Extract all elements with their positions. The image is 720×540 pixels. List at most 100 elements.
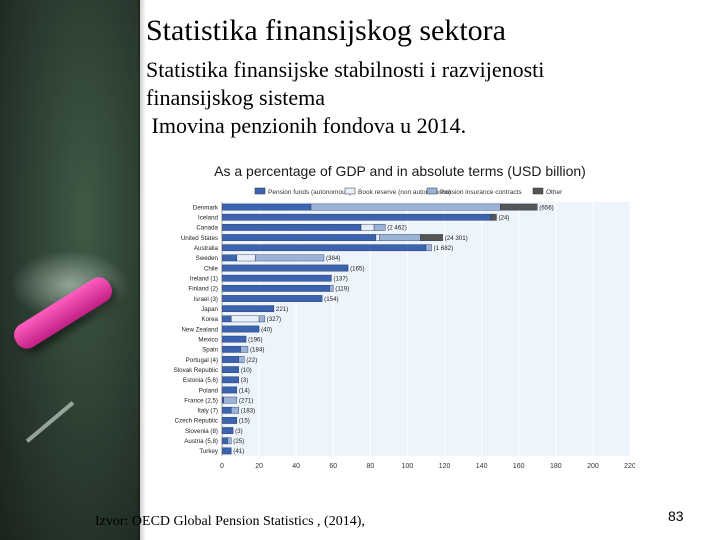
category-label-18: Poland	[199, 387, 219, 394]
x-tick-label-140: 140	[476, 463, 488, 470]
bar-23-series-0	[221, 437, 228, 445]
category-label-6: Chile	[204, 265, 219, 272]
bar-value-label-3: (24 301)	[445, 235, 468, 242]
bar-17-series-0	[221, 376, 239, 384]
bar-2-series-1	[360, 224, 375, 231]
bar-value-label-2: (2 462)	[387, 225, 407, 232]
bar-13-series-0	[221, 335, 247, 343]
bar-15-series-0	[221, 356, 239, 363]
x-tick-label-80: 80	[366, 463, 374, 470]
bar-value-label-15: (22)	[246, 357, 257, 364]
category-label-0: Denmark	[193, 204, 219, 211]
bar-4-series-0	[221, 244, 427, 252]
bar-value-label-20: (183)	[241, 408, 255, 415]
bar-value-label-8: (119)	[335, 286, 349, 293]
bar-10-series-0	[221, 305, 275, 313]
bar-value-label-1: (24)	[498, 215, 509, 222]
x-tick-label-220: 220	[624, 463, 635, 470]
category-label-8: Finland (2)	[188, 286, 218, 293]
bar-value-label-24: (41)	[233, 448, 244, 455]
category-label-7: Ireland (1)	[190, 276, 218, 283]
bar-value-label-19: (271)	[239, 397, 253, 404]
category-label-1: Iceland	[198, 215, 219, 222]
bar-0-series-2	[310, 203, 501, 211]
bar-12-series-0	[221, 325, 260, 333]
bar-11-series-0	[221, 315, 232, 323]
bar-value-label-22: (3)	[235, 428, 243, 435]
category-label-4: Australia	[194, 245, 219, 252]
bar-15-series-2	[238, 356, 245, 363]
bar-20-series-0	[221, 406, 232, 414]
x-tick-label-200: 200	[587, 463, 599, 470]
legend-swatch-3	[532, 187, 544, 195]
legend-label-2: Pension insurance contracts	[440, 189, 522, 196]
category-label-14: Spain	[202, 347, 218, 354]
source-footer: Izvor: OECD Global Pension Statistics , …	[95, 514, 365, 529]
page-number: 83	[668, 508, 684, 524]
bar-value-label-13: (196)	[248, 336, 262, 343]
plot-background	[222, 202, 630, 456]
category-label-9: Israel (3)	[194, 296, 218, 303]
bar-19-series-2	[223, 396, 238, 404]
x-tick-label-160: 160	[513, 463, 525, 470]
x-tick-label-100: 100	[402, 463, 414, 470]
bar-21-series-0	[221, 417, 238, 424]
bar-4-series-2	[425, 244, 432, 252]
bar-0-series-3	[499, 203, 538, 211]
bar-6-series-0	[221, 264, 349, 272]
bar-14-series-0	[221, 345, 241, 353]
bar-value-label-12: (40)	[261, 326, 272, 333]
category-label-3: United States	[181, 235, 218, 242]
legend-swatch-0	[254, 187, 266, 195]
bar-2-series-2	[373, 224, 386, 231]
bar-value-label-9: (154)	[324, 296, 338, 303]
legend-label-3: Other	[546, 189, 563, 196]
subtitle-line-3: Imovina penzionih fondova u 2014.	[146, 113, 467, 138]
category-label-20: Italy (7)	[197, 408, 218, 415]
bar-23-series-2	[227, 437, 232, 445]
x-tick-label-0: 0	[220, 463, 224, 470]
bar-14-series-2	[240, 345, 249, 353]
bar-22-series-0	[221, 427, 234, 434]
pension-assets-chart: As a percentage of GDP and in absolute t…	[174, 163, 636, 470]
bar-8-series-0	[221, 285, 330, 292]
bar-16-series-0	[221, 366, 239, 373]
bar-7-series-0	[221, 274, 332, 282]
category-label-15: Portugal (4)	[186, 357, 218, 364]
bar-11-series-1	[231, 315, 260, 323]
category-label-23: Austria (5,8)	[184, 438, 218, 445]
bar-value-label-14: (184)	[250, 347, 264, 354]
category-label-2: Canada	[196, 225, 218, 232]
bar-value-label-17: (3)	[241, 377, 249, 384]
bar-9-series-0	[221, 295, 323, 302]
bar-5-series-0	[221, 254, 238, 262]
slide-title: Statistika finansijskog sektora	[146, 14, 506, 47]
legend-swatch-2	[426, 187, 438, 195]
bar-value-label-21: (15)	[239, 418, 250, 425]
chart-container: As a percentage of GDP and in absolute t…	[165, 158, 636, 478]
category-label-21: Czech Republic	[175, 418, 218, 425]
chart-title: As a percentage of GDP and in absolute t…	[214, 163, 586, 179]
x-tick-label-40: 40	[292, 463, 300, 470]
bar-value-label-4: (1 682)	[434, 245, 454, 252]
bar-value-label-0: (656)	[539, 204, 553, 211]
category-label-12: New Zealand	[182, 326, 219, 333]
bar-20-series-2	[231, 406, 239, 414]
bar-3-series-2	[379, 234, 421, 241]
bar-3-series-0	[221, 234, 377, 241]
bar-8-series-2	[329, 285, 334, 292]
x-tick-label-60: 60	[329, 463, 337, 470]
slide-edge-shadow	[138, 0, 146, 540]
x-tick-label-180: 180	[550, 463, 562, 470]
slide-subtitle: Statistika finansijske stabilnosti i raz…	[146, 56, 706, 140]
legend-swatch-1	[344, 187, 356, 195]
bar-24-series-0	[221, 447, 232, 455]
bar-value-label-16: (10)	[241, 367, 252, 374]
bar-value-label-6: (165)	[350, 265, 364, 272]
bar-value-label-10: 221)	[276, 306, 288, 313]
category-label-16: Slovak Republic	[174, 367, 218, 374]
x-tick-label-20: 20	[255, 463, 263, 470]
x-tick-label-120: 120	[439, 463, 451, 470]
bar-value-label-5: (384)	[326, 255, 340, 262]
bar-11-series-2	[258, 315, 265, 323]
